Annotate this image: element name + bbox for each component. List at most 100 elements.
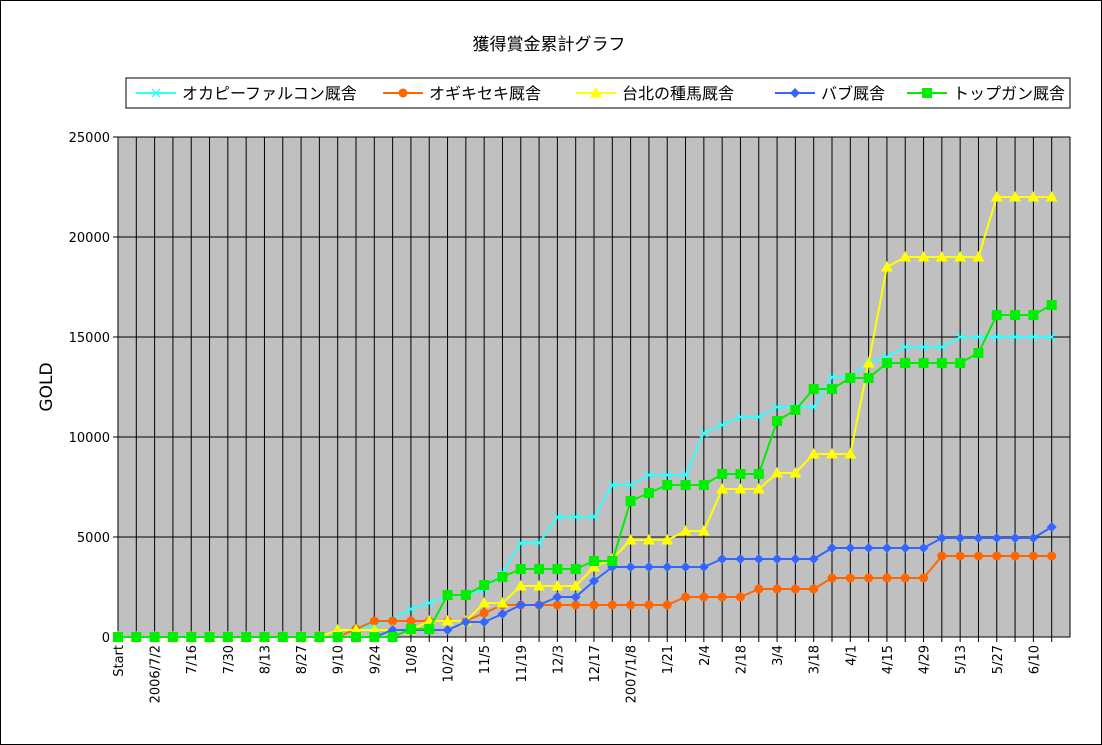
x-tick-label: 8/27 — [295, 645, 310, 674]
x-marker-stroke — [772, 402, 782, 412]
data-point — [406, 604, 416, 614]
x-marker-stroke — [717, 420, 727, 430]
data-point — [534, 564, 545, 574]
x-marker-stroke — [699, 428, 709, 438]
legend-label: オカピーファルコン厩舎 — [182, 84, 357, 103]
data-point — [900, 543, 911, 553]
data-point — [607, 556, 618, 566]
data-point — [552, 592, 563, 602]
data-point — [1028, 551, 1038, 561]
x-marker-stroke — [809, 402, 819, 412]
x-marker-stroke — [754, 412, 764, 422]
data-point — [973, 551, 983, 561]
data-point — [571, 512, 581, 522]
data-point — [772, 584, 782, 594]
data-point — [790, 584, 800, 594]
data-point — [643, 488, 654, 498]
data-point — [992, 551, 1002, 561]
data-point — [991, 310, 1002, 320]
data-point — [809, 584, 819, 594]
y-tick-label: 5000 — [77, 531, 110, 546]
data-point — [478, 597, 491, 608]
data-point — [752, 483, 765, 494]
x-tick-label: Start — [112, 645, 127, 677]
data-point — [699, 592, 709, 602]
data-point — [1028, 332, 1038, 342]
plot-area: 0 5000 10000 15000 20000 25000 Start 2006/7/2 7/… — [69, 131, 1071, 703]
data-point — [625, 562, 636, 572]
x-marker-stroke — [1010, 332, 1020, 342]
x-marker-stroke — [406, 604, 416, 614]
x-marker-stroke — [516, 538, 526, 548]
x-tick-label: 12/3 — [551, 645, 566, 674]
data-point — [826, 448, 838, 459]
x-tick-label: 5/27 — [991, 645, 1006, 674]
data-point — [644, 470, 654, 480]
data-point — [222, 632, 233, 642]
data-point — [570, 592, 581, 602]
x-tick-label: 2007/1/8 — [625, 645, 640, 703]
data-point — [441, 615, 454, 626]
data-point — [697, 525, 710, 536]
data-point — [661, 534, 674, 545]
data-point — [954, 251, 967, 262]
data-point — [864, 573, 874, 583]
data-point — [662, 562, 673, 572]
y-tick-label: 25000 — [69, 131, 110, 146]
data-point — [881, 358, 892, 368]
data-point — [808, 384, 819, 394]
data-point — [388, 616, 398, 626]
x-marker-stroke — [973, 332, 983, 342]
x-tick-label: 1/21 — [661, 645, 676, 674]
data-point — [479, 617, 490, 627]
data-point — [662, 470, 672, 480]
data-point — [515, 564, 526, 574]
data-point — [827, 573, 837, 583]
x-marker-stroke — [626, 480, 636, 490]
data-point — [845, 373, 856, 383]
data-point — [1010, 551, 1020, 561]
data-point — [790, 554, 801, 564]
x-tick-label: 3/18 — [808, 645, 823, 674]
data-point — [167, 632, 178, 642]
data-point — [1010, 332, 1020, 342]
data-point — [735, 554, 746, 564]
x-marker-stroke — [919, 342, 929, 352]
data-point — [789, 467, 802, 478]
x-marker-stroke — [955, 332, 965, 342]
data-point — [1047, 551, 1057, 561]
data-point — [369, 616, 379, 626]
data-point — [845, 543, 856, 553]
data-point — [955, 358, 966, 368]
data-point — [589, 576, 599, 586]
x-marker-stroke — [900, 342, 910, 352]
data-point — [992, 332, 1002, 342]
legend-entry: バブ厩舎 — [775, 84, 885, 103]
legend-label: トップガン厩舎 — [953, 84, 1065, 103]
data-point — [589, 556, 599, 566]
x-tick-label: 9/10 — [332, 645, 347, 674]
data-point — [772, 554, 783, 564]
data-point — [552, 564, 563, 574]
y-axis-label: GOLD — [37, 362, 57, 411]
data-point — [149, 632, 160, 642]
data-point — [973, 348, 984, 358]
y-tick-label: 15000 — [69, 331, 110, 346]
data-point — [368, 624, 381, 635]
data-point — [991, 533, 1002, 543]
data-point — [790, 405, 801, 415]
x-tick-label: 11/5 — [478, 645, 493, 674]
x-marker-stroke — [552, 512, 562, 522]
data-point — [1010, 533, 1021, 543]
data-point — [406, 616, 416, 626]
data-point — [918, 358, 929, 368]
data-point — [680, 562, 691, 572]
data-point — [753, 554, 764, 564]
legend: オカピーファルコン厩舎 オギキセキ厩舎 台北の種馬厩舎 バブ厩舎 トップガン厩舎 — [125, 77, 1071, 109]
data-point — [570, 564, 581, 574]
data-point — [936, 358, 947, 368]
data-point — [497, 609, 508, 619]
data-point — [845, 573, 855, 583]
data-point — [1047, 332, 1057, 342]
